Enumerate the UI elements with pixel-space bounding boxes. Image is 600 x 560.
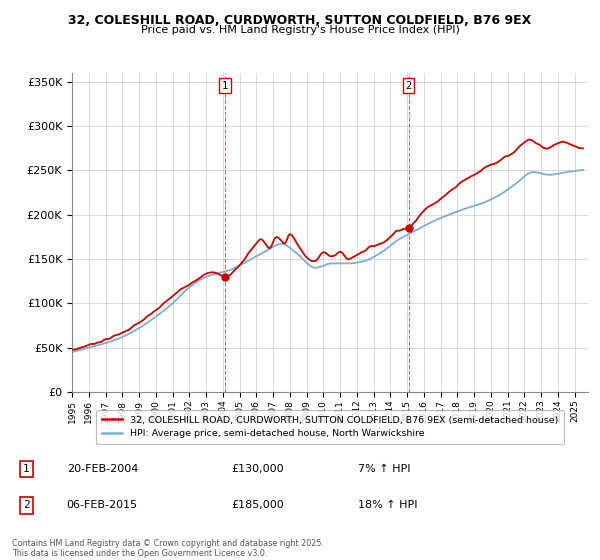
Text: Price paid vs. HM Land Registry's House Price Index (HPI): Price paid vs. HM Land Registry's House … xyxy=(140,25,460,35)
Text: 2: 2 xyxy=(406,81,412,91)
Text: 06-FEB-2015: 06-FEB-2015 xyxy=(67,501,138,510)
Text: £130,000: £130,000 xyxy=(231,464,284,474)
Text: 2: 2 xyxy=(23,501,30,510)
Text: 20-FEB-2004: 20-FEB-2004 xyxy=(67,464,138,474)
Text: £185,000: £185,000 xyxy=(231,501,284,510)
Text: 7% ↑ HPI: 7% ↑ HPI xyxy=(358,464,410,474)
Text: 1: 1 xyxy=(23,464,30,474)
Text: Contains HM Land Registry data © Crown copyright and database right 2025.
This d: Contains HM Land Registry data © Crown c… xyxy=(12,539,324,558)
Text: 32, COLESHILL ROAD, CURDWORTH, SUTTON COLDFIELD, B76 9EX: 32, COLESHILL ROAD, CURDWORTH, SUTTON CO… xyxy=(68,14,532,27)
Text: 18% ↑ HPI: 18% ↑ HPI xyxy=(358,501,417,510)
Text: 1: 1 xyxy=(221,81,228,91)
Legend: 32, COLESHILL ROAD, CURDWORTH, SUTTON COLDFIELD, B76 9EX (semi-detached house), : 32, COLESHILL ROAD, CURDWORTH, SUTTON CO… xyxy=(96,410,564,444)
